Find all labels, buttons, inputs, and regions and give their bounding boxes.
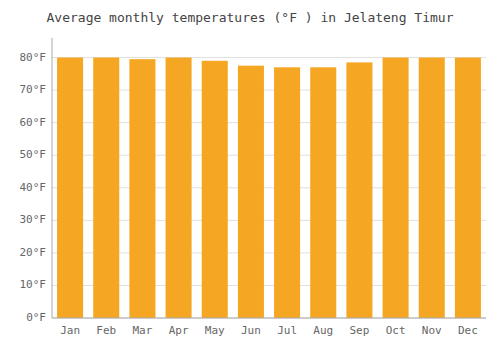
bar [346, 62, 372, 318]
bar [93, 58, 119, 318]
bar [455, 58, 481, 318]
x-tick-label: Mar [132, 324, 152, 337]
bar [419, 58, 445, 318]
y-tick-label: 70°F [20, 83, 47, 96]
x-tick-label: Apr [169, 324, 189, 337]
x-tick-label: Dec [458, 324, 478, 337]
chart-container: 0°F 10°F 20°F 30°F 40°F 50°F 60°F 70°F 80°F Jan Fe… [0, 0, 500, 350]
y-tick-label: 10°F [20, 278, 47, 291]
grid [52, 58, 486, 318]
y-tick-label: 60°F [20, 116, 47, 129]
y-tick-label: 20°F [20, 246, 47, 259]
bar [202, 61, 228, 318]
bar [57, 58, 83, 318]
x-tick-label: Sep [349, 324, 369, 337]
x-tick-label: Oct [386, 324, 406, 337]
x-tick-label: Jun [241, 324, 261, 337]
y-tick-label: 30°F [20, 213, 47, 226]
grid-line [52, 318, 486, 319]
bar [238, 66, 264, 318]
x-axis-line [52, 318, 486, 319]
title: Average monthly temperatures (°F ) in Je… [47, 10, 454, 25]
y-tick-label: 80°F [20, 51, 47, 64]
y-tick-label: 0°F [26, 311, 46, 324]
bar [166, 58, 192, 318]
y-tick-label: 40°F [20, 181, 47, 194]
y-axis-line [52, 38, 53, 318]
bars [57, 58, 481, 318]
x-tick-label: Jul [277, 324, 297, 337]
y-tick-labels: 0°F 10°F 20°F 30°F 40°F 50°F 60°F 70°F 80°F [20, 51, 47, 324]
x-tick-labels: Jan Feb Mar Apr May Jun Jul Aug Sep Oct Nov Dec [60, 324, 478, 337]
x-tick-label: Jan [60, 324, 80, 337]
bar [310, 67, 336, 318]
bar [383, 58, 409, 318]
x-tick-label: Aug [313, 324, 333, 337]
x-tick-label: Nov [422, 324, 442, 337]
x-tick-label: May [205, 324, 225, 337]
bar [129, 59, 155, 318]
chart: 0°F 10°F 20°F 30°F 40°F 50°F 60°F 70°F 80°F Jan Fe… [0, 0, 500, 350]
x-tick-label: Feb [96, 324, 116, 337]
y-tick-label: 50°F [20, 148, 47, 161]
bar [274, 67, 300, 318]
